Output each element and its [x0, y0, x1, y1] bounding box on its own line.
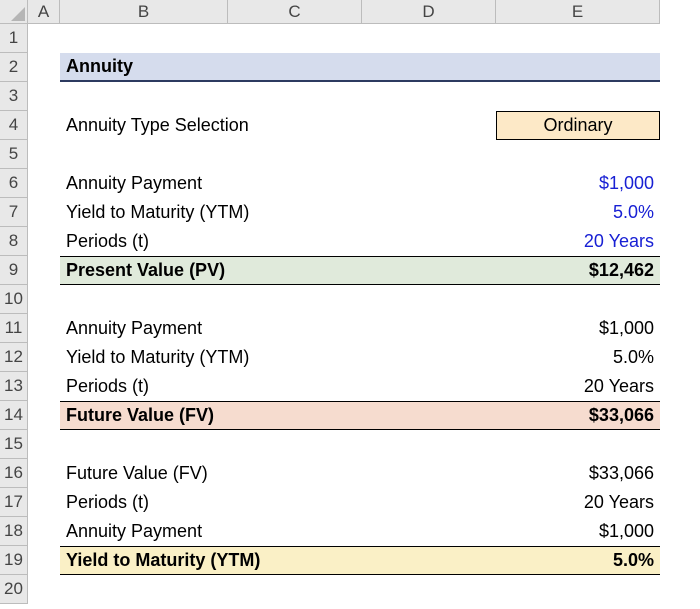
fv-periods-value[interactable]: 20 Years — [496, 372, 660, 401]
ytm-payment-label[interactable]: Annuity Payment — [60, 517, 496, 546]
pv-result-label[interactable]: Present Value (PV) — [60, 256, 496, 285]
cell-a1[interactable] — [28, 24, 60, 53]
pv-ytm-label[interactable]: Yield to Maturity (YTM) — [60, 198, 496, 227]
ytm-result-label[interactable]: Yield to Maturity (YTM) — [60, 546, 496, 575]
row-header-2[interactable]: 2 — [0, 53, 28, 82]
cell-d1[interactable] — [362, 24, 496, 53]
cell-d10[interactable] — [362, 285, 496, 314]
cell-c5[interactable] — [228, 140, 362, 169]
cell-e1[interactable] — [496, 24, 660, 53]
cell-a11[interactable] — [28, 314, 60, 343]
ytm-result-value[interactable]: 5.0% — [496, 546, 660, 575]
cell-c15[interactable] — [228, 430, 362, 459]
row-header-13[interactable]: 13 — [0, 372, 28, 401]
cell-b1[interactable] — [60, 24, 228, 53]
type-selection-value[interactable]: Ordinary — [496, 111, 660, 140]
row-header-10[interactable]: 10 — [0, 285, 28, 314]
pv-periods-label[interactable]: Periods (t) — [60, 227, 496, 256]
cell-a8[interactable] — [28, 227, 60, 256]
pv-payment-value[interactable]: $1,000 — [496, 169, 660, 198]
col-header-c[interactable]: C — [228, 0, 362, 24]
cell-a18[interactable] — [28, 517, 60, 546]
cell-d20[interactable] — [362, 575, 496, 604]
cell-a20[interactable] — [28, 575, 60, 604]
cell-b3[interactable] — [60, 82, 228, 111]
cell-d15[interactable] — [362, 430, 496, 459]
cell-b20[interactable] — [60, 575, 228, 604]
col-header-b[interactable]: B — [60, 0, 228, 24]
ytm-periods-value[interactable]: 20 Years — [496, 488, 660, 517]
select-all-corner[interactable] — [0, 0, 28, 24]
pv-payment-label[interactable]: Annuity Payment — [60, 169, 496, 198]
col-header-a[interactable]: A — [28, 0, 60, 24]
cell-a16[interactable] — [28, 459, 60, 488]
cell-a4[interactable] — [28, 111, 60, 140]
fv-result-value[interactable]: $33,066 — [496, 401, 660, 430]
row-header-7[interactable]: 7 — [0, 198, 28, 227]
row-header-8[interactable]: 8 — [0, 227, 28, 256]
cell-a5[interactable] — [28, 140, 60, 169]
row-header-12[interactable]: 12 — [0, 343, 28, 372]
cell-e15[interactable] — [496, 430, 660, 459]
cell-b10[interactable] — [60, 285, 228, 314]
cell-a2[interactable] — [28, 53, 60, 82]
pv-ytm-value[interactable]: 5.0% — [496, 198, 660, 227]
fv-periods-label[interactable]: Periods (t) — [60, 372, 496, 401]
ytm-fv-value[interactable]: $33,066 — [496, 459, 660, 488]
cell-a6[interactable] — [28, 169, 60, 198]
cell-c20[interactable] — [228, 575, 362, 604]
row-header-4[interactable]: 4 — [0, 111, 28, 140]
cell-a12[interactable] — [28, 343, 60, 372]
row-header-3[interactable]: 3 — [0, 82, 28, 111]
row-header-20[interactable]: 20 — [0, 575, 28, 604]
col-header-e[interactable]: E — [496, 0, 660, 24]
fv-ytm-label[interactable]: Yield to Maturity (YTM) — [60, 343, 496, 372]
ytm-payment-value[interactable]: $1,000 — [496, 517, 660, 546]
row-header-6[interactable]: 6 — [0, 169, 28, 198]
cell-e20[interactable] — [496, 575, 660, 604]
fv-ytm-value[interactable]: 5.0% — [496, 343, 660, 372]
row-header-18[interactable]: 18 — [0, 517, 28, 546]
cell-d5[interactable] — [362, 140, 496, 169]
cell-e3[interactable] — [496, 82, 660, 111]
cell-e5[interactable] — [496, 140, 660, 169]
row-header-9[interactable]: 9 — [0, 256, 28, 285]
row-header-17[interactable]: 17 — [0, 488, 28, 517]
row-header-11[interactable]: 11 — [0, 314, 28, 343]
fv-result-label[interactable]: Future Value (FV) — [60, 401, 496, 430]
ytm-fv-label[interactable]: Future Value (FV) — [60, 459, 496, 488]
type-selection-label[interactable]: Annuity Type Selection — [60, 111, 496, 140]
cell-d3[interactable] — [362, 82, 496, 111]
col-header-d[interactable]: D — [362, 0, 496, 24]
cell-c10[interactable] — [228, 285, 362, 314]
cell-a19[interactable] — [28, 546, 60, 575]
ytm-periods-label[interactable]: Periods (t) — [60, 488, 496, 517]
row-header-14[interactable]: 14 — [0, 401, 28, 430]
cell-a15[interactable] — [28, 430, 60, 459]
fv-payment-label[interactable]: Annuity Payment — [60, 314, 496, 343]
row-header-19[interactable]: 19 — [0, 546, 28, 575]
pv-result-value[interactable]: $12,462 — [496, 256, 660, 285]
cell-a9[interactable] — [28, 256, 60, 285]
title-band[interactable]: Annuity — [60, 53, 660, 82]
cell-e10[interactable] — [496, 285, 660, 314]
cell-a3[interactable] — [28, 82, 60, 111]
cell-c1[interactable] — [228, 24, 362, 53]
cell-a7[interactable] — [28, 198, 60, 227]
row-header-5[interactable]: 5 — [0, 140, 28, 169]
cell-b5[interactable] — [60, 140, 228, 169]
cell-a10[interactable] — [28, 285, 60, 314]
row-header-16[interactable]: 16 — [0, 459, 28, 488]
row-header-1[interactable]: 1 — [0, 24, 28, 53]
cell-c3[interactable] — [228, 82, 362, 111]
cell-a14[interactable] — [28, 401, 60, 430]
pv-periods-value[interactable]: 20 Years — [496, 227, 660, 256]
spreadsheet: A B C D E 1 2 Annuity 3 4 Annuity Type S… — [0, 0, 700, 604]
cell-a13[interactable] — [28, 372, 60, 401]
fv-payment-value[interactable]: $1,000 — [496, 314, 660, 343]
row-header-15[interactable]: 15 — [0, 430, 28, 459]
cell-b15[interactable] — [60, 430, 228, 459]
cell-a17[interactable] — [28, 488, 60, 517]
title-text: Annuity — [66, 56, 133, 77]
